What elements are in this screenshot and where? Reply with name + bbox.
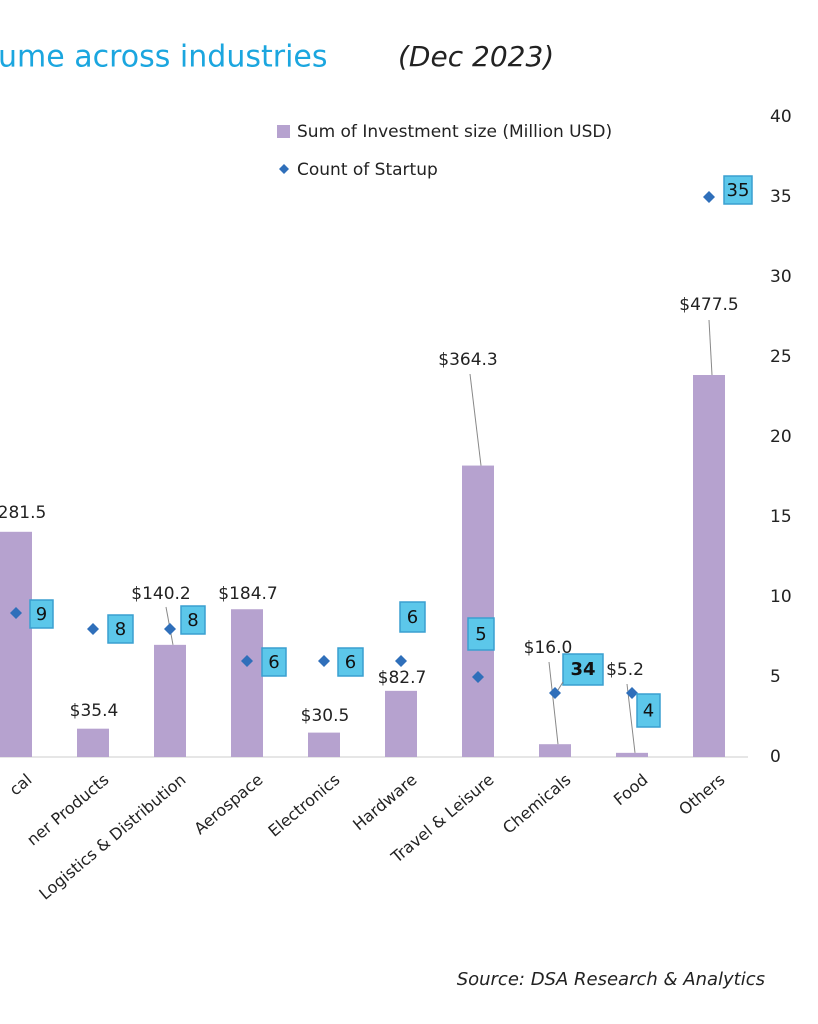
count-label-box (723, 175, 753, 205)
legend-label: Sum of Investment size (Million USD) (297, 122, 612, 142)
bar (77, 728, 109, 757)
bar (231, 609, 263, 757)
bar (693, 375, 725, 757)
bar-value-label: $364.3 (438, 350, 497, 370)
source: Source: DSA Research & Analytics (457, 969, 765, 990)
y2-tick-label: 5 (770, 667, 781, 687)
count-value-label: 4 (643, 701, 654, 722)
count-marker (87, 623, 99, 635)
count-value-label: 8 (115, 619, 126, 640)
bar (0, 531, 32, 757)
bar (462, 465, 494, 757)
count-label-box (107, 614, 134, 644)
count-marker (395, 655, 407, 667)
count-marker (164, 623, 176, 635)
y2-tick-label: 40 (770, 107, 792, 127)
leader-line (469, 373, 482, 466)
bar-value-label: $82.7 (378, 668, 427, 688)
bar-value-label: 281.5 (0, 503, 46, 523)
y2-tick-label: 20 (770, 427, 792, 447)
count-value-label: 8 (187, 610, 198, 631)
chart-subtitle: (Dec 2023) (398, 40, 554, 73)
chart-title: ume across industries (0, 40, 328, 75)
bar (308, 732, 340, 757)
count-label-box (636, 693, 661, 728)
count-label-box (399, 601, 426, 633)
count-value-label: 5 (475, 624, 486, 645)
count-value-label: 6 (345, 652, 356, 673)
count-marker (241, 655, 253, 667)
legend-swatch (277, 125, 290, 138)
bar-value-label: $184.7 (218, 584, 277, 604)
y2-tick-label: 35 (770, 187, 792, 207)
bar (616, 752, 648, 757)
count-value-label: 9 (36, 604, 47, 625)
bar-value-label: $35.4 (70, 701, 119, 721)
legend-swatch (279, 164, 289, 174)
count-value-label: 6 (268, 652, 279, 673)
count-label-box (29, 599, 54, 629)
legend-label: Count of Startup (297, 160, 438, 180)
y2-tick-label: 30 (770, 267, 792, 287)
annotation-leader (557, 681, 564, 691)
count-label-box (180, 605, 206, 635)
bar-value-label: $5.2 (606, 660, 644, 680)
count-label-box (467, 617, 495, 651)
bar-value-label: $30.5 (301, 706, 350, 726)
y2-tick-label: 10 (770, 587, 792, 607)
count-label-box (261, 647, 287, 677)
count-value-label: 35 (727, 180, 750, 201)
count-marker (10, 607, 22, 619)
bar (385, 690, 417, 757)
bar (539, 744, 571, 757)
bar (154, 644, 186, 757)
count-marker (318, 655, 330, 667)
count-value-label: 6 (407, 607, 418, 628)
count-marker (626, 687, 638, 699)
y2-tick-label: 0 (770, 747, 781, 767)
bar-value-label: $140.2 (131, 584, 190, 604)
bar-value-label: $16.0 (524, 638, 573, 658)
y2-tick-label: 25 (770, 347, 792, 367)
count-marker (703, 191, 715, 203)
y2-tick-label: 15 (770, 507, 792, 527)
bar-value-label: $477.5 (679, 295, 738, 315)
annotation: 34 (570, 659, 595, 680)
annotation-box (562, 653, 604, 686)
leader-line (548, 661, 559, 745)
count-marker (472, 671, 484, 683)
count-label-box (337, 647, 364, 677)
leader-line (708, 319, 713, 376)
leader-line (626, 683, 636, 753)
